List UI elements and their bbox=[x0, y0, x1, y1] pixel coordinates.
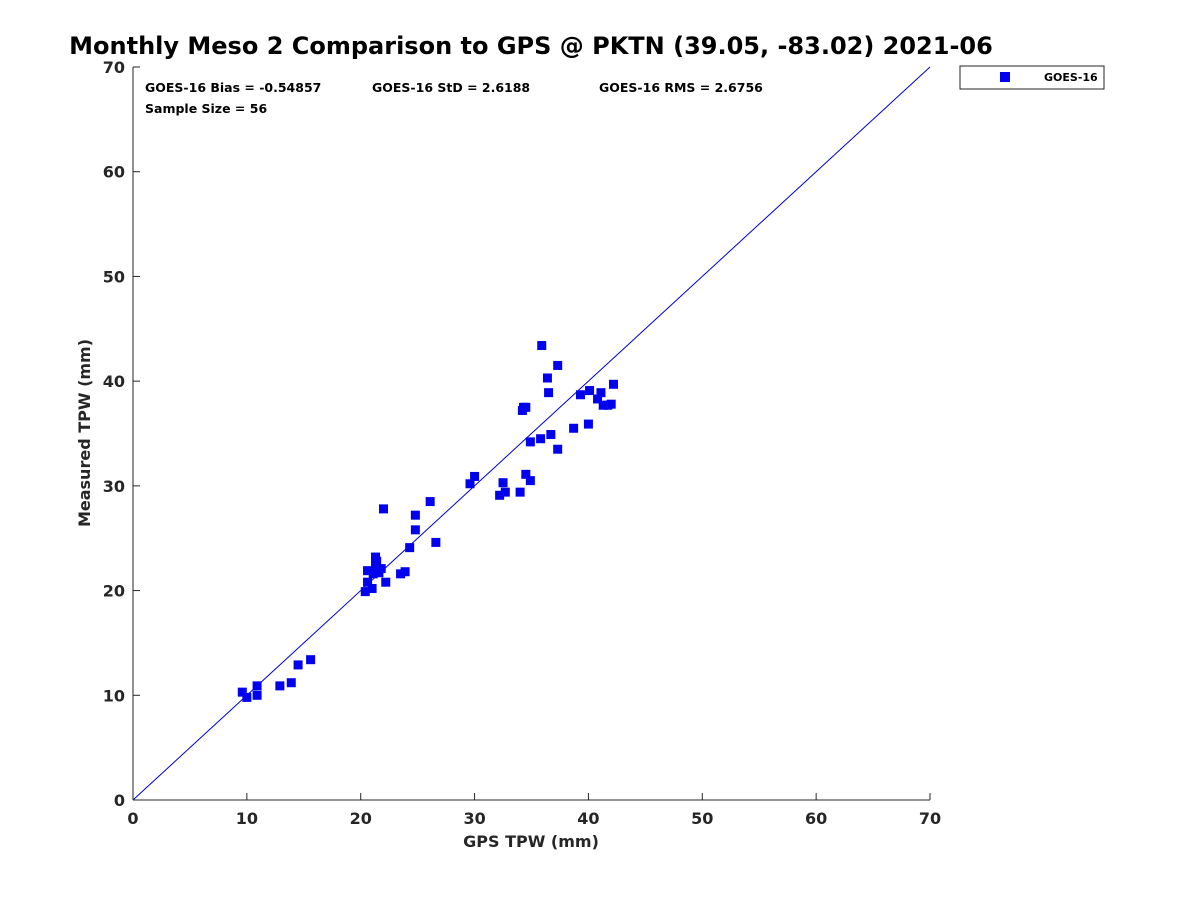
data-point bbox=[495, 490, 505, 500]
bias-stat: GOES-16 Bias = -0.54857 bbox=[145, 80, 321, 95]
x-tick-label: 10 bbox=[236, 809, 258, 828]
data-point bbox=[465, 479, 475, 489]
data-point bbox=[521, 469, 531, 479]
x-tick-label: 60 bbox=[805, 809, 827, 828]
data-point bbox=[252, 690, 262, 700]
data-point bbox=[363, 566, 373, 576]
data-point bbox=[470, 471, 480, 481]
chart-title: Monthly Meso 2 Comparison to GPS @ PKTN … bbox=[69, 32, 993, 60]
data-point bbox=[596, 388, 606, 398]
data-point bbox=[363, 577, 373, 587]
data-point bbox=[546, 430, 556, 440]
data-point bbox=[500, 487, 510, 497]
data-point bbox=[410, 510, 420, 520]
y-axis-ticks: 0 10 20 30 40 50 60 70 bbox=[103, 58, 140, 810]
data-point bbox=[575, 390, 585, 400]
data-point bbox=[410, 525, 420, 535]
data-point bbox=[598, 400, 608, 410]
data-point bbox=[381, 577, 391, 587]
data-point bbox=[242, 692, 252, 702]
data-point bbox=[237, 687, 247, 697]
data-point bbox=[525, 476, 535, 486]
data-point bbox=[396, 569, 406, 579]
one-to-one-line bbox=[132, 66, 931, 801]
y-tick-label: 60 bbox=[103, 163, 125, 182]
x-tick-label: 70 bbox=[919, 809, 941, 828]
x-tick-label: 0 bbox=[127, 809, 138, 828]
data-point bbox=[498, 478, 508, 488]
data-point bbox=[376, 564, 386, 574]
data-point bbox=[521, 402, 531, 412]
y-tick-label: 50 bbox=[103, 267, 125, 286]
data-point bbox=[252, 681, 262, 691]
data-point bbox=[515, 487, 525, 497]
data-point bbox=[368, 569, 378, 579]
sample-size-stat: Sample Size = 56 bbox=[145, 101, 267, 116]
data-point bbox=[544, 388, 554, 398]
legend-marker-square bbox=[1000, 72, 1010, 82]
y-tick-label: 70 bbox=[103, 58, 125, 77]
y-tick-label: 0 bbox=[114, 791, 125, 810]
data-point bbox=[286, 678, 296, 688]
y-tick-label: 40 bbox=[103, 372, 125, 391]
x-axis-ticks: 0 10 20 30 40 50 60 70 bbox=[127, 793, 941, 828]
data-point bbox=[425, 497, 435, 507]
data-point bbox=[569, 423, 579, 433]
data-point bbox=[525, 437, 535, 447]
data-point bbox=[378, 504, 388, 514]
data-point bbox=[405, 543, 415, 553]
std-stat: GOES-16 StD = 2.6188 bbox=[372, 80, 530, 95]
data-point bbox=[536, 434, 546, 444]
data-point bbox=[553, 444, 563, 454]
data-points-layer bbox=[237, 341, 618, 702]
legend-box bbox=[959, 65, 1105, 90]
data-point bbox=[553, 360, 563, 370]
legend-label: GOES-16 bbox=[1044, 71, 1098, 84]
x-tick-label: 20 bbox=[350, 809, 372, 828]
data-point bbox=[593, 394, 603, 404]
x-axis-label: GPS TPW (mm) bbox=[463, 832, 599, 851]
data-point bbox=[542, 373, 552, 383]
data-point bbox=[583, 419, 593, 429]
data-point bbox=[585, 386, 595, 396]
y-tick-label: 20 bbox=[103, 582, 125, 601]
y-tick-label: 10 bbox=[103, 686, 125, 705]
rms-stat: GOES-16 RMS = 2.6756 bbox=[599, 80, 763, 95]
data-point bbox=[400, 567, 410, 577]
data-point bbox=[275, 681, 285, 691]
reference-line-layer bbox=[132, 66, 931, 801]
y-tick-label: 30 bbox=[103, 477, 125, 496]
data-point bbox=[431, 537, 441, 547]
data-point bbox=[537, 341, 547, 351]
x-tick-label: 40 bbox=[577, 809, 599, 828]
legend: GOES-16 bbox=[959, 65, 1105, 90]
data-point bbox=[306, 655, 316, 665]
data-point bbox=[372, 556, 382, 566]
data-point bbox=[608, 379, 618, 389]
data-point bbox=[360, 587, 370, 597]
data-point bbox=[293, 660, 303, 670]
x-tick-label: 30 bbox=[463, 809, 485, 828]
y-axis-label: Measured TPW (mm) bbox=[75, 339, 94, 527]
data-point bbox=[606, 399, 616, 409]
data-point bbox=[367, 583, 377, 593]
x-tick-label: 50 bbox=[691, 809, 713, 828]
